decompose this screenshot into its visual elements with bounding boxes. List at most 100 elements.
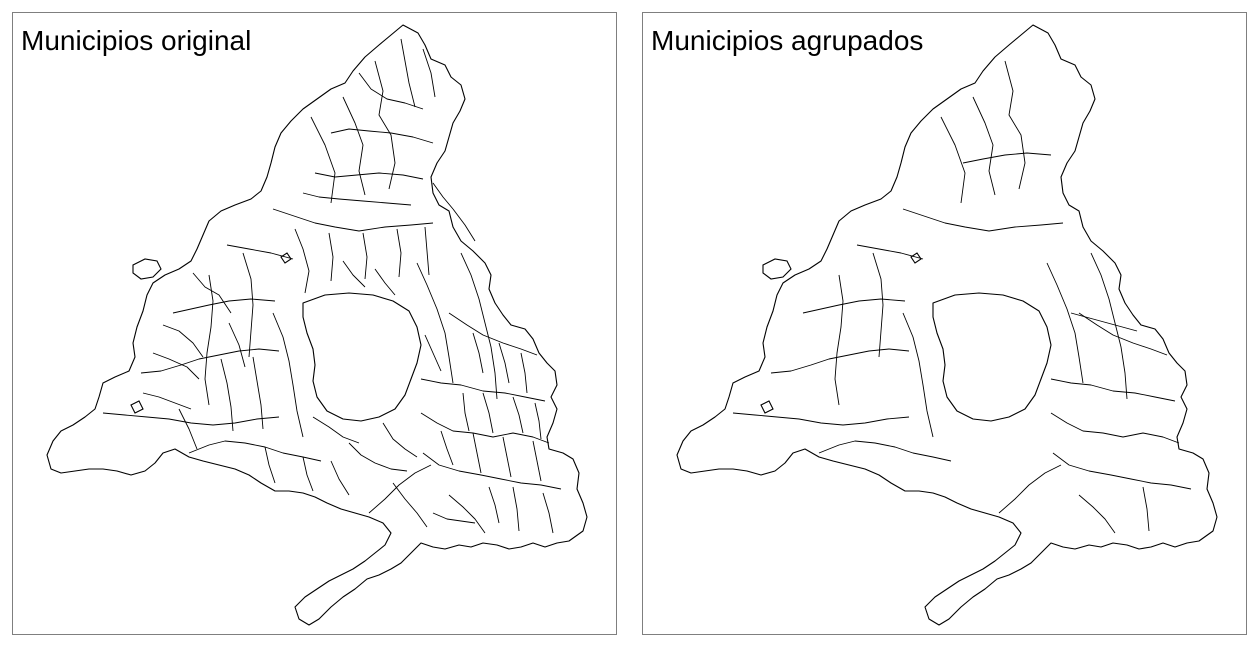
municipal-border	[732, 412, 910, 426]
municipal-border	[330, 460, 350, 496]
municipal-border	[502, 436, 512, 478]
municipal-border	[242, 252, 254, 358]
municipal-border	[140, 348, 280, 374]
municipal-border	[1004, 60, 1026, 190]
municipal-border	[392, 482, 428, 528]
region-outline	[676, 24, 1218, 626]
municipal-border	[328, 232, 334, 282]
capital-boundary	[932, 292, 1052, 422]
municipal-border	[312, 416, 360, 444]
municipal-border	[172, 298, 276, 314]
municipal-border	[1050, 378, 1176, 402]
municipal-border	[520, 352, 528, 394]
municipal-border	[302, 456, 314, 492]
municipal-border	[432, 182, 454, 210]
municipal-border	[902, 312, 934, 438]
municipal-border	[152, 352, 200, 380]
municipal-border	[1078, 494, 1116, 534]
region-outline	[46, 24, 588, 626]
municipal-border	[374, 60, 396, 190]
municipal-border	[420, 412, 550, 444]
municipal-border	[1052, 452, 1192, 490]
municipal-border	[348, 442, 408, 472]
municipal-border	[310, 116, 336, 204]
detached-area	[130, 400, 144, 414]
panel-title-grouped: Municipios agrupados	[651, 25, 924, 56]
municipal-border	[448, 494, 486, 534]
panel-title-original: Municipios original	[21, 25, 252, 56]
municipal-border	[440, 430, 454, 466]
municipal-border	[192, 272, 232, 314]
municipal-border	[512, 486, 520, 532]
map-panel-grouped: Municipios agrupados	[642, 12, 1247, 635]
municipal-border	[330, 128, 434, 144]
municipal-border	[424, 334, 442, 372]
municipal-border	[142, 392, 192, 410]
municipal-border	[424, 226, 430, 276]
municipal-border	[342, 260, 366, 288]
municipal-border	[542, 492, 554, 534]
municipalities-map-original	[46, 24, 588, 626]
detached-area	[280, 252, 292, 264]
municipal-border	[770, 348, 910, 374]
municipal-border	[416, 262, 454, 384]
group-border	[962, 152, 1052, 164]
detached-area	[132, 258, 162, 280]
municipal-border	[272, 208, 434, 232]
municipal-border	[188, 440, 322, 462]
municipal-border	[432, 512, 476, 524]
municipal-border	[1090, 252, 1128, 400]
municipal-border	[220, 358, 234, 432]
municipal-border	[362, 232, 368, 280]
municipal-border	[368, 464, 432, 514]
municipal-border	[226, 244, 294, 260]
municipal-border	[448, 312, 538, 356]
municipal-border	[272, 312, 304, 438]
municipal-border	[396, 228, 402, 278]
municipal-border	[460, 252, 498, 400]
municipal-border	[400, 38, 416, 108]
municipal-border	[314, 172, 424, 180]
municipal-border	[482, 392, 494, 434]
municipal-border	[834, 274, 844, 406]
municipal-border	[204, 274, 214, 406]
municipal-border	[178, 408, 198, 450]
detached-area	[760, 400, 774, 414]
municipal-border	[1050, 412, 1180, 444]
municipal-border	[302, 192, 412, 206]
municipal-border	[902, 208, 1064, 232]
municipal-border	[818, 440, 952, 462]
detached-area	[910, 252, 922, 264]
municipal-border	[252, 356, 264, 430]
group-border	[1070, 312, 1138, 332]
municipal-border	[488, 486, 500, 524]
capital-boundary	[302, 292, 422, 422]
municipalities-map-grouped	[676, 24, 1218, 626]
municipal-border	[998, 464, 1062, 514]
municipal-border	[294, 228, 310, 294]
municipal-border	[382, 422, 418, 458]
municipal-border	[102, 412, 280, 426]
municipal-border	[1046, 262, 1084, 384]
municipal-border	[872, 252, 884, 358]
municipal-border	[162, 324, 204, 358]
municipal-border	[462, 392, 470, 432]
municipal-border	[422, 452, 562, 490]
municipal-border	[420, 378, 546, 402]
municipal-border	[498, 342, 510, 384]
detached-area	[762, 258, 792, 280]
municipal-border	[532, 440, 542, 482]
municipal-border	[452, 208, 476, 242]
municipal-border	[534, 402, 542, 440]
municipal-border	[940, 116, 966, 204]
municipal-border	[472, 332, 484, 374]
municipal-border	[228, 322, 246, 368]
municipal-border	[1078, 312, 1168, 356]
municipal-border	[264, 446, 276, 484]
municipal-border	[1142, 486, 1150, 532]
municipal-border	[358, 72, 424, 110]
map-panel-original: Municipios original	[12, 12, 617, 635]
municipal-border	[512, 396, 524, 434]
municipal-border	[422, 48, 436, 98]
municipal-border	[472, 432, 482, 474]
